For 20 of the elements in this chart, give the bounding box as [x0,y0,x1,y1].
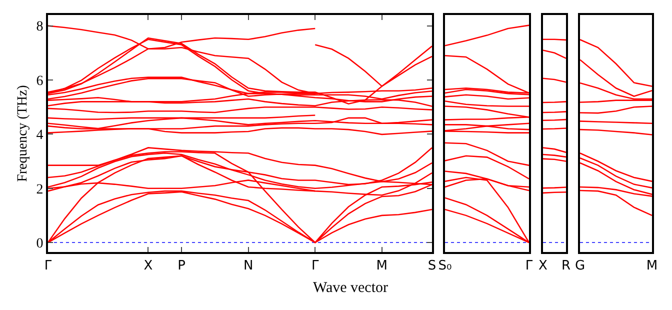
x-axis-title: Wave vector [313,280,388,296]
y-axis-title: Frequency (THz) [15,84,30,182]
x-tick-label: X [144,258,153,274]
y-tick-label: 0 [36,236,44,252]
x-tick-label: S₀ [438,258,452,274]
x-tick-label: M [646,258,658,274]
x-tick-label: G [574,258,586,274]
x-tick-label: P [178,258,186,274]
x-tick-label: S [428,258,436,274]
x-tick-label: Γ [44,258,52,274]
y-tick-label: 6 [36,74,44,89]
y-tick-label: 8 [36,20,44,35]
x-tick-label: M [376,258,388,274]
x-tick-label: Γ [312,258,320,274]
x-tick-label: Γ [525,258,534,274]
y-tick-label: 2 [36,182,44,198]
x-tick-label: N [243,258,254,274]
x-tick-label: R [561,258,571,274]
y-tick-label: 4 [36,128,44,144]
x-tick-label: X [538,258,548,274]
